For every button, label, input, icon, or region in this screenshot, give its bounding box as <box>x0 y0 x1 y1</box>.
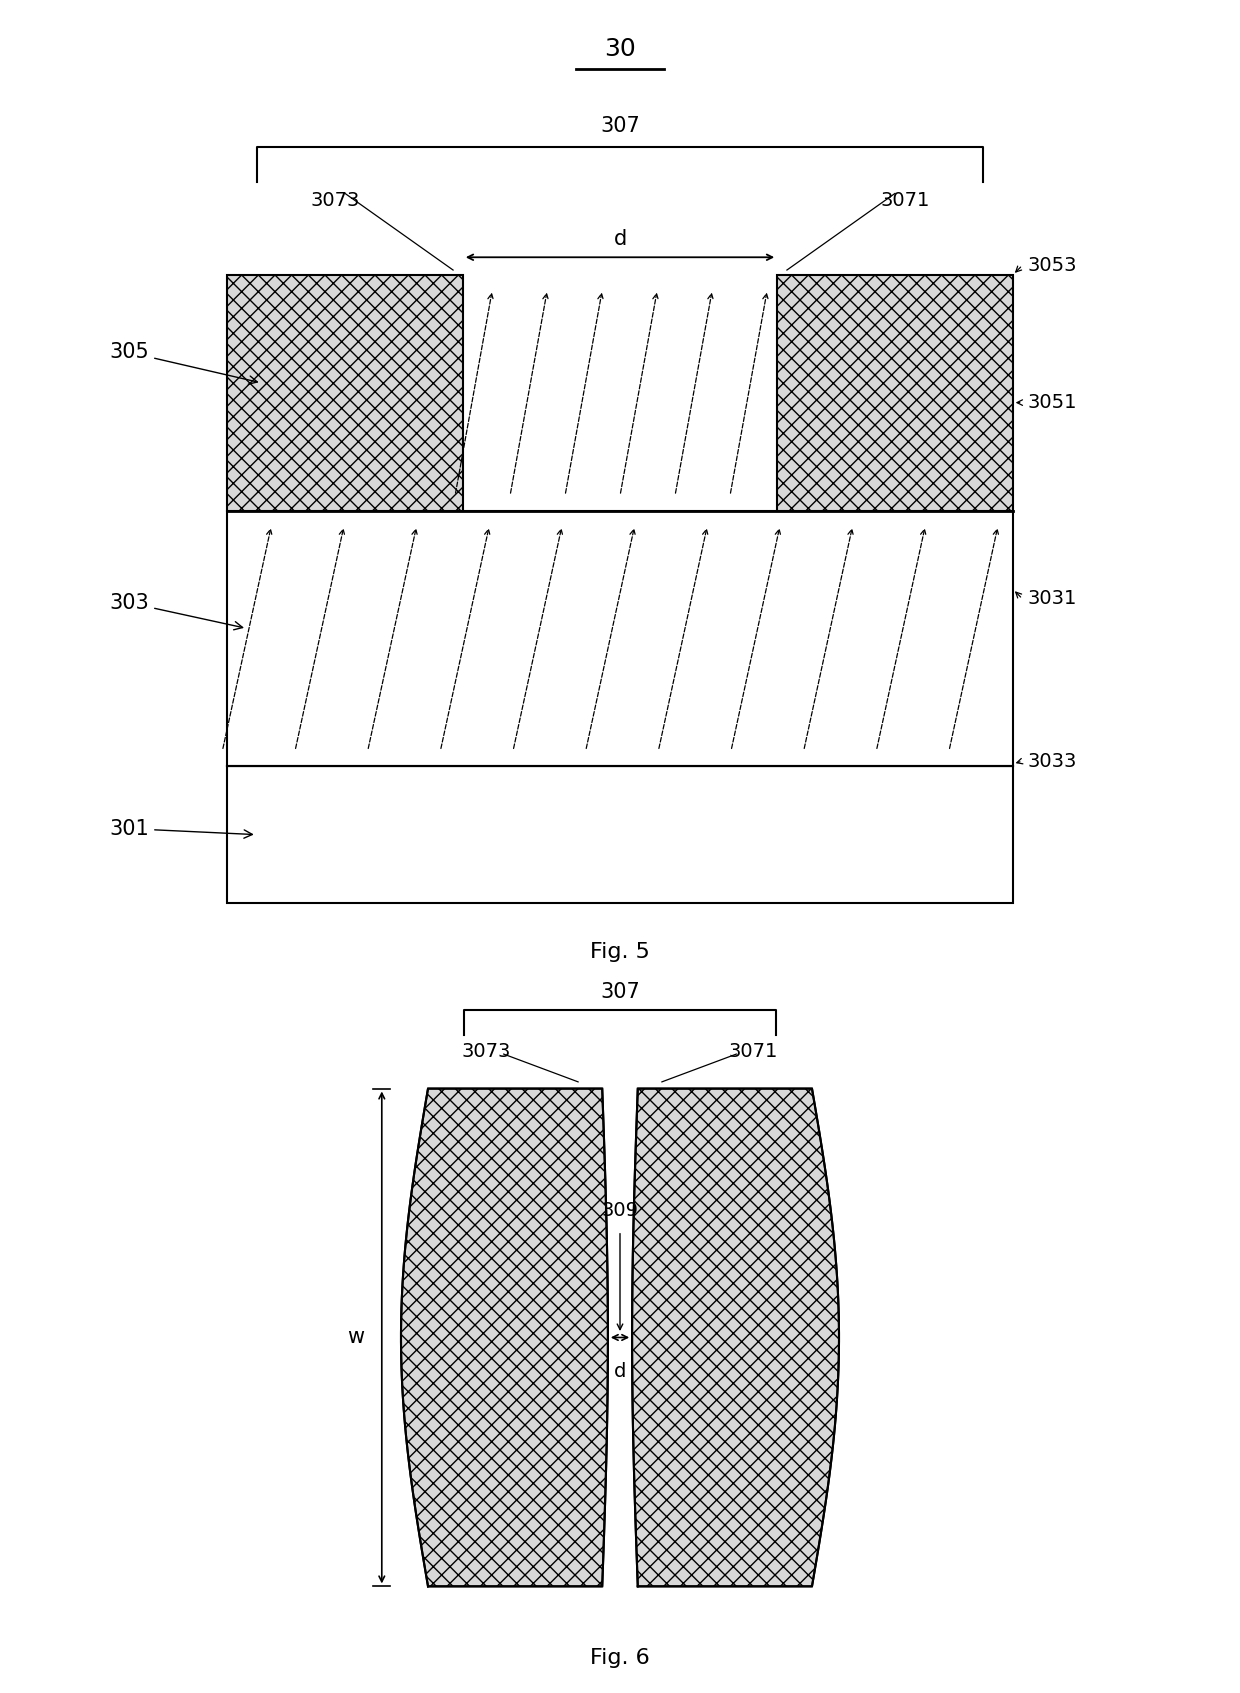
Text: Fig. 6: Fig. 6 <box>590 1647 650 1668</box>
Text: d: d <box>614 230 626 249</box>
Text: 3033: 3033 <box>1028 752 1076 770</box>
Text: 3031: 3031 <box>1028 589 1076 608</box>
Bar <box>777 274 1013 511</box>
Polygon shape <box>401 1089 608 1586</box>
Text: 3053: 3053 <box>1028 256 1078 274</box>
Polygon shape <box>632 1089 839 1586</box>
Bar <box>227 511 1013 765</box>
Bar <box>227 274 463 511</box>
Bar <box>227 765 1013 904</box>
Text: 3073: 3073 <box>310 191 360 210</box>
Text: 307: 307 <box>600 982 640 1002</box>
Text: w: w <box>347 1327 365 1348</box>
Text: 305: 305 <box>109 342 258 384</box>
Text: 301: 301 <box>109 819 253 838</box>
Text: 3051: 3051 <box>1028 393 1078 411</box>
Text: 307: 307 <box>600 115 640 135</box>
Text: 309: 309 <box>601 1200 639 1221</box>
Text: 3071: 3071 <box>729 1043 777 1062</box>
Text: 3071: 3071 <box>880 191 930 210</box>
Text: 3073: 3073 <box>463 1043 511 1062</box>
Text: Fig. 5: Fig. 5 <box>590 943 650 962</box>
Text: 303: 303 <box>109 593 243 630</box>
Text: d: d <box>614 1363 626 1381</box>
Text: 30: 30 <box>604 37 636 61</box>
